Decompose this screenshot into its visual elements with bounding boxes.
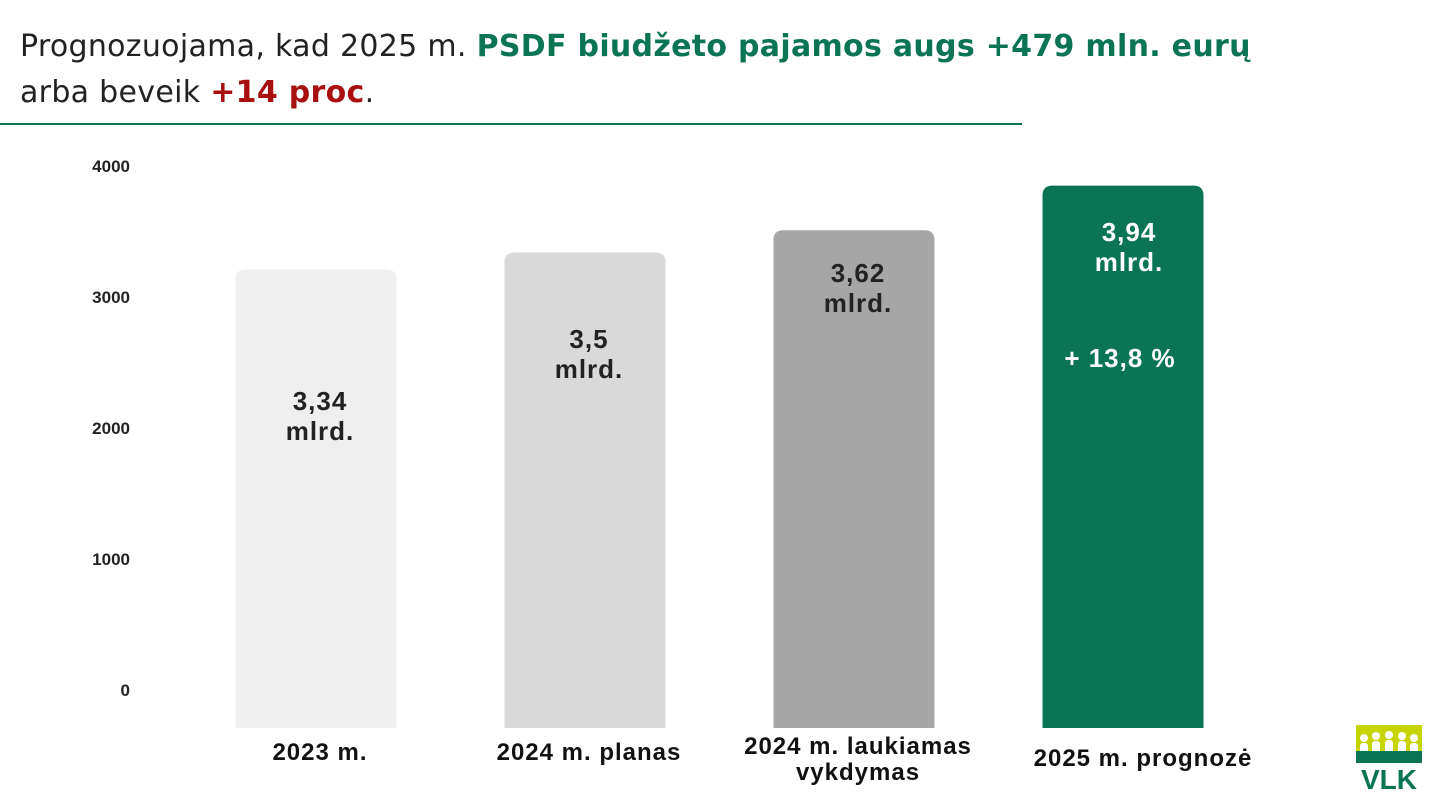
y-tick-label: 3000 (92, 288, 130, 307)
y-tick-label: 4000 (92, 157, 130, 176)
x-category-label: 2023 m. (272, 739, 367, 766)
bar (773, 230, 935, 728)
title-text-1: Prognozuojama, kad 2025 m. (20, 29, 477, 64)
y-tick-label: 0 (121, 681, 130, 700)
bar (504, 252, 666, 728)
x-category-label: 2025 m. prognozė (1034, 745, 1253, 772)
bar-value-label: 3,62 (831, 258, 886, 288)
bar-value-label: mlrd. (1095, 247, 1164, 277)
bar-value-label: mlrd. (824, 288, 893, 318)
x-category-label: vykdymas (796, 759, 920, 786)
y-tick-label: 1000 (92, 550, 130, 569)
bar (235, 269, 397, 728)
bar (1042, 185, 1204, 728)
bar-value-label: mlrd. (286, 416, 355, 446)
title-divider (0, 123, 1022, 125)
x-category-label: 2024 m. laukiamas (744, 733, 972, 760)
title-text-3: . (364, 75, 375, 110)
title-highlight-budget: PSDF biudžeto pajamos augs +479 mln. eur… (476, 29, 1251, 64)
title-highlight-percent: +14 proc (210, 75, 365, 110)
bar-value-label: 3,34 (293, 386, 348, 416)
page-title: Prognozuojama, kad 2025 m. PSDF biudžeto… (20, 24, 1320, 116)
vlk-logo: VLK (1356, 725, 1422, 793)
growth-annotation: + 13,8 % (1064, 343, 1175, 373)
logo-text: VLK (1361, 764, 1417, 793)
bar-value-label: 3,5 (569, 324, 608, 354)
x-category-label: 2024 m. planas (497, 739, 682, 766)
title-text-2: arba beveik (20, 75, 211, 110)
bar-value-label: 3,94 (1102, 217, 1157, 247)
y-tick-label: 2000 (92, 419, 130, 438)
bar-value-label: mlrd. (555, 354, 624, 384)
